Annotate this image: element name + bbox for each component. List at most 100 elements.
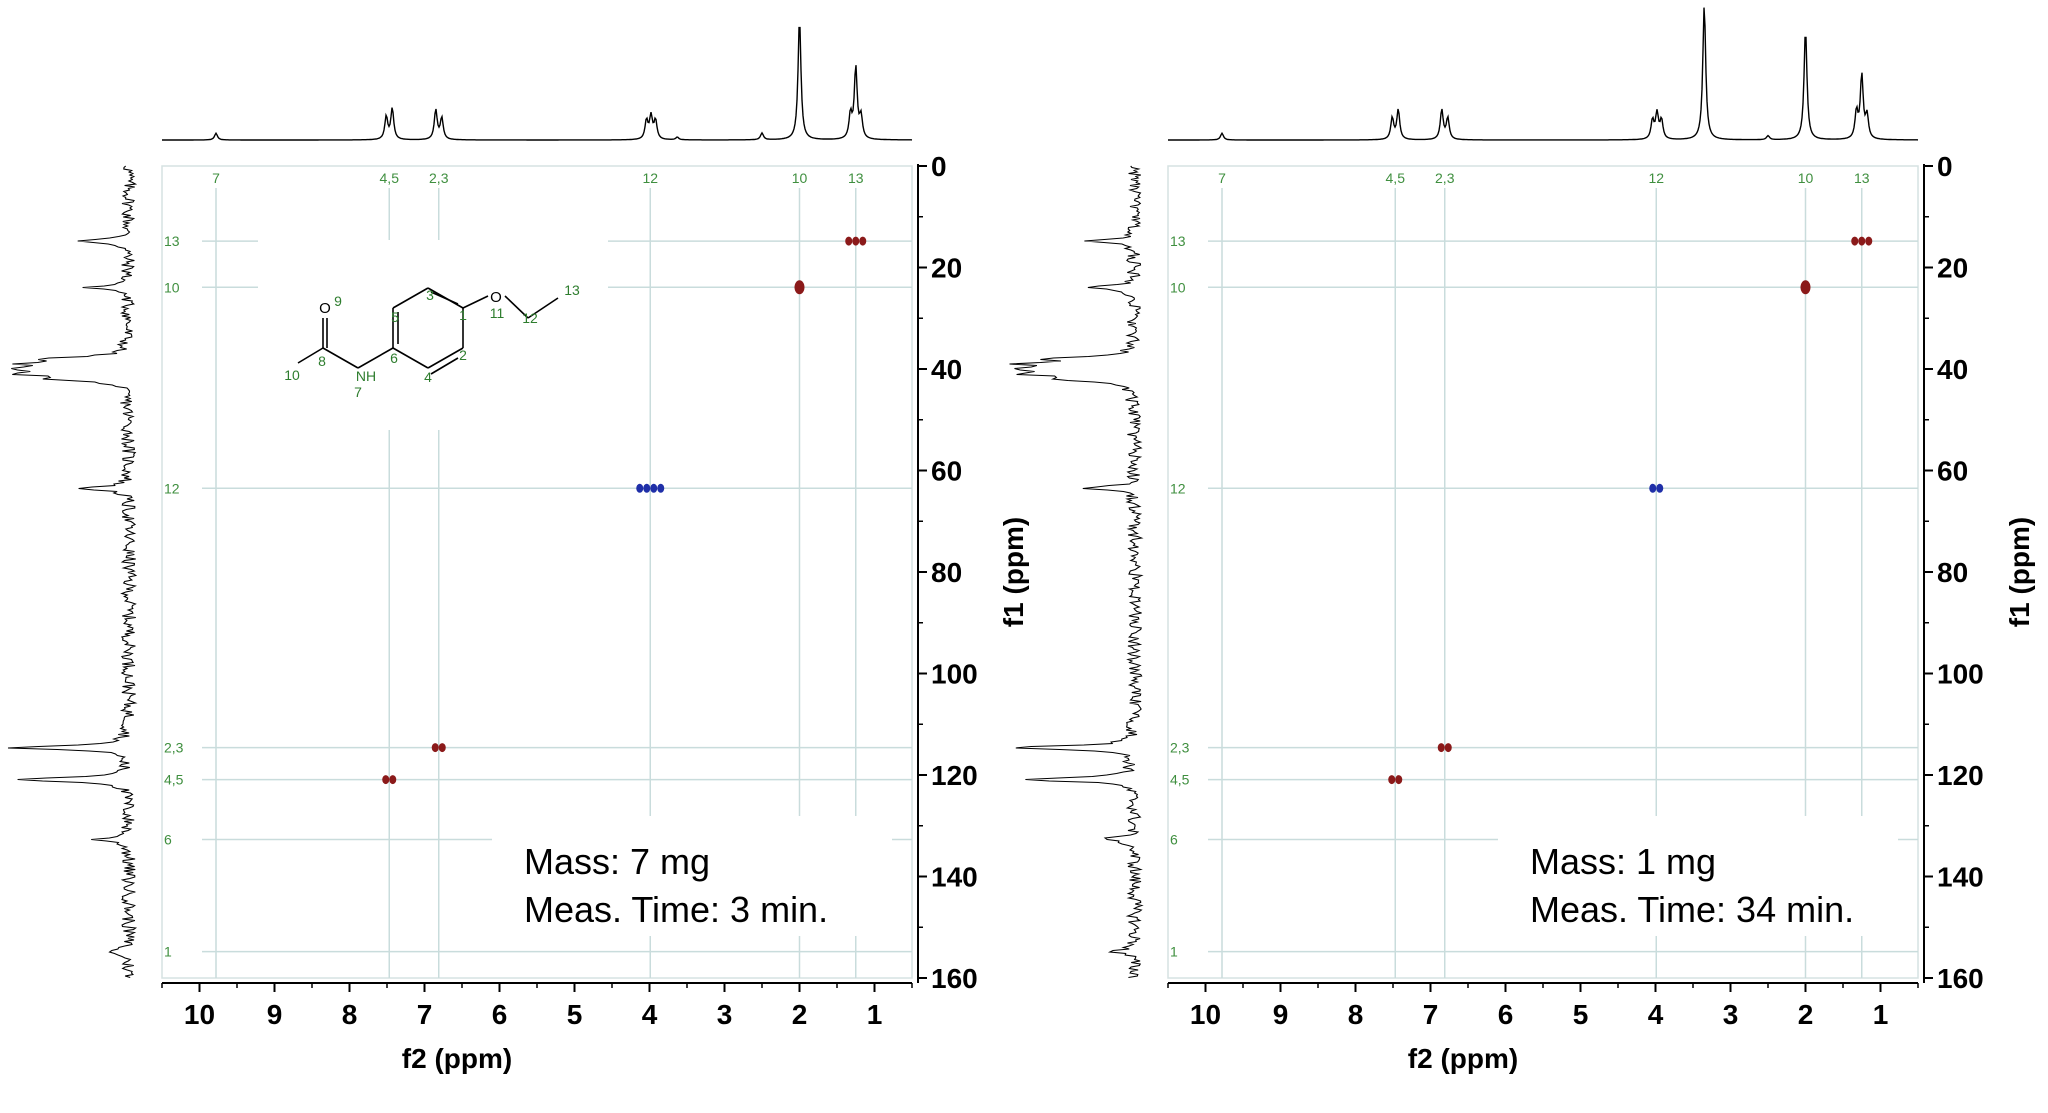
measurement-annotation: Mass: 7 mg bbox=[524, 841, 710, 882]
cross-peak bbox=[650, 483, 658, 493]
structure-number-label: 11 bbox=[490, 305, 505, 321]
x-tick-label: 9 bbox=[267, 999, 283, 1030]
structure-number-label: 10 bbox=[284, 367, 300, 383]
structure-number-label: 8 bbox=[318, 353, 326, 369]
structure-bond bbox=[392, 347, 429, 369]
y-tick-label: 20 bbox=[1937, 253, 1968, 284]
structure-background bbox=[258, 240, 608, 430]
cross-peak bbox=[859, 236, 867, 246]
carbon-projection bbox=[1009, 165, 1144, 979]
y-tick-label: 40 bbox=[1937, 354, 1968, 385]
cross-peak bbox=[438, 743, 446, 753]
y-tick-label: 120 bbox=[931, 760, 978, 791]
cross-peak bbox=[794, 280, 805, 295]
x-tick-label: 8 bbox=[342, 999, 358, 1030]
structure-number-label: 1 bbox=[459, 307, 467, 323]
cross-peak bbox=[1656, 483, 1664, 493]
structure-bond bbox=[462, 295, 489, 309]
y-assignment-label: 10 bbox=[1170, 279, 1186, 295]
structure-atom: O bbox=[319, 300, 331, 317]
y-tick-label: 20 bbox=[931, 253, 962, 284]
y-tick-label: 80 bbox=[931, 557, 962, 588]
y-assignment-label: 10 bbox=[164, 279, 180, 295]
x-tick-label: 5 bbox=[567, 999, 583, 1030]
structure-number-label: 5 bbox=[391, 309, 399, 325]
carbon-projection bbox=[7, 165, 138, 979]
y-tick-label: 60 bbox=[931, 456, 962, 487]
y-axis-title: f1 (ppm) bbox=[998, 517, 1029, 627]
structure-number-label: 12 bbox=[522, 310, 538, 326]
y-tick-label: 0 bbox=[1937, 151, 1953, 182]
annotation-background bbox=[492, 816, 892, 936]
measurement-annotation: Meas. Time: 34 min. bbox=[1530, 889, 1854, 930]
x-axis-title: f2 (ppm) bbox=[402, 1043, 512, 1074]
y-assignment-label: 2,3 bbox=[164, 740, 184, 756]
cross-peak bbox=[1858, 236, 1866, 246]
cross-peak bbox=[382, 775, 390, 785]
cross-peak bbox=[1388, 775, 1396, 785]
cross-peak bbox=[431, 743, 439, 753]
cross-peak bbox=[636, 483, 644, 493]
y-tick-label: 40 bbox=[931, 354, 962, 385]
y-tick-label: 100 bbox=[1937, 659, 1984, 690]
structure-bond bbox=[357, 347, 394, 369]
x-assignment-label: 10 bbox=[792, 170, 808, 186]
x-assignment-label: 4,5 bbox=[1386, 170, 1406, 186]
x-tick-label: 4 bbox=[1648, 999, 1664, 1030]
structure-bond bbox=[322, 347, 359, 369]
y-axis-title: f1 (ppm) bbox=[2004, 517, 2035, 627]
y-assignment-label: 1 bbox=[1170, 944, 1178, 960]
x-tick-label: 9 bbox=[1273, 999, 1289, 1030]
x-tick-label: 2 bbox=[1798, 999, 1814, 1030]
y-assignment-label: 6 bbox=[1170, 831, 1178, 847]
measurement-annotation: Mass: 1 mg bbox=[1530, 841, 1716, 882]
structure-bond bbox=[430, 291, 459, 305]
plot-frame bbox=[161, 165, 913, 979]
cross-peak bbox=[1851, 236, 1859, 246]
cross-peak bbox=[1800, 280, 1811, 295]
x-tick-label: 5 bbox=[1573, 999, 1589, 1030]
y-tick-label: 100 bbox=[931, 659, 978, 690]
y-assignment-label: 13 bbox=[164, 233, 180, 249]
x-assignment-label: 2,3 bbox=[429, 170, 449, 186]
annotation-background bbox=[1498, 816, 1898, 936]
cross-peak bbox=[643, 483, 651, 493]
x-tick-label: 2 bbox=[792, 999, 808, 1030]
cross-peak bbox=[1444, 743, 1452, 753]
x-assignment-label: 13 bbox=[848, 170, 864, 186]
x-tick-label: 6 bbox=[1498, 999, 1514, 1030]
y-tick-label: 80 bbox=[1937, 557, 1968, 588]
x-assignment-label: 4,5 bbox=[380, 170, 400, 186]
x-tick-label: 7 bbox=[417, 999, 433, 1030]
structure-number-label: 9 bbox=[334, 293, 342, 309]
y-assignment-label: 4,5 bbox=[164, 772, 184, 788]
structure-number-label: 6 bbox=[390, 350, 398, 366]
measurement-annotation: Meas. Time: 3 min. bbox=[524, 889, 828, 930]
x-assignment-label: 12 bbox=[1648, 170, 1664, 186]
cross-peak bbox=[657, 483, 665, 493]
proton-projection bbox=[1168, 7, 1919, 141]
structure-number-label: 4 bbox=[424, 369, 432, 385]
plot-frame bbox=[1167, 165, 1919, 979]
structure-number-label: 7 bbox=[354, 384, 362, 400]
x-tick-label: 1 bbox=[867, 999, 883, 1030]
x-tick-label: 3 bbox=[717, 999, 733, 1030]
x-assignment-label: 7 bbox=[212, 170, 220, 186]
x-tick-label: 8 bbox=[1348, 999, 1364, 1030]
structure-bond bbox=[427, 347, 464, 369]
cross-peak bbox=[1395, 775, 1403, 785]
y-assignment-label: 1 bbox=[164, 944, 172, 960]
x-tick-label: 3 bbox=[1723, 999, 1739, 1030]
x-tick-label: 10 bbox=[184, 999, 215, 1030]
y-tick-label: 60 bbox=[1937, 456, 1968, 487]
structure-bond bbox=[430, 357, 459, 375]
y-tick-label: 140 bbox=[1937, 862, 1984, 893]
y-tick-label: 160 bbox=[931, 963, 978, 994]
x-assignment-label: 2,3 bbox=[1435, 170, 1455, 186]
x-axis-title: f2 (ppm) bbox=[1408, 1043, 1518, 1074]
x-assignment-label: 7 bbox=[1218, 170, 1226, 186]
y-assignment-label: 12 bbox=[164, 480, 180, 496]
cross-peak bbox=[852, 236, 860, 246]
